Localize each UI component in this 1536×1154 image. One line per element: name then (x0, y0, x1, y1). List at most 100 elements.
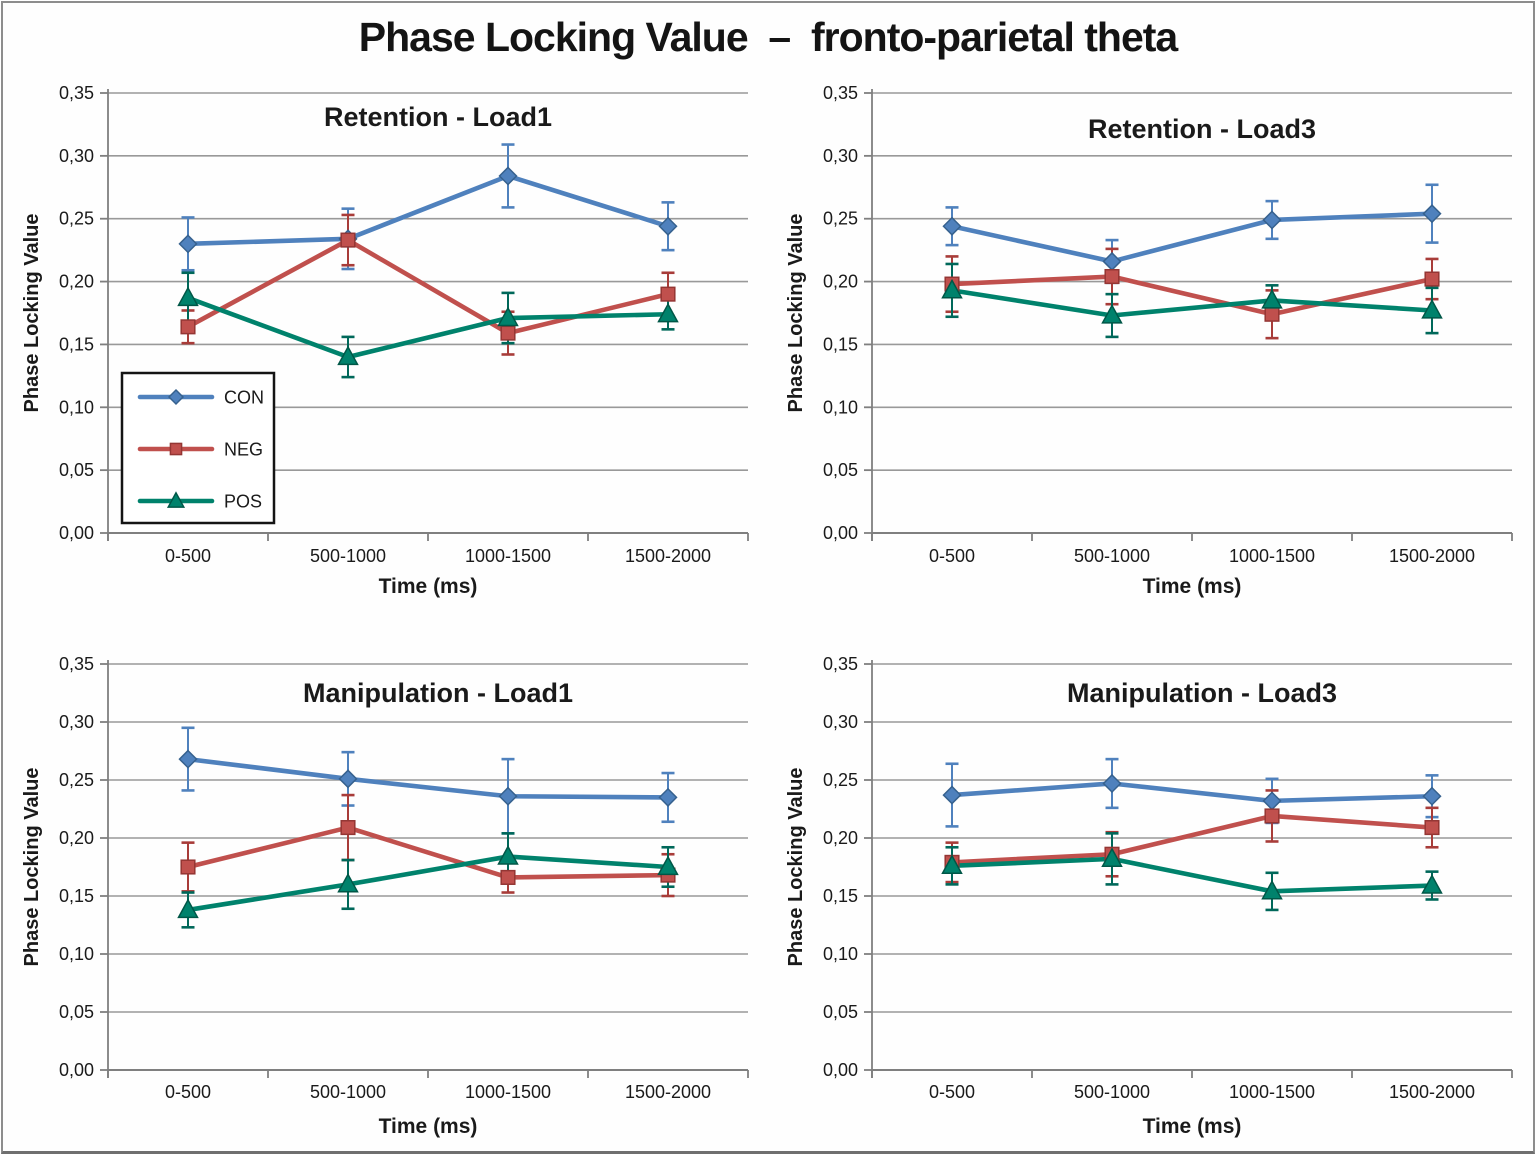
legend-marker-POS (166, 491, 186, 508)
series-markers-NEG (180, 232, 676, 341)
y-tick-label: 0,00 (59, 523, 94, 543)
y-tick-label: 0,05 (59, 460, 94, 480)
series-line-NEG (949, 813, 1435, 865)
marker-square (340, 820, 356, 836)
error-bars-NEG (181, 793, 675, 898)
y-axis-title: Phase Locking Value (21, 768, 43, 967)
marker-diamond (338, 769, 358, 789)
y-tick-label: 0,35 (59, 654, 94, 674)
marker-triangle (657, 302, 679, 323)
marker-diamond (1262, 210, 1282, 230)
x-category-label: 1000-1500 (1229, 1082, 1315, 1102)
marker-triangle (177, 898, 199, 919)
x-axis-title: Time (ms) (379, 575, 478, 598)
y-tick-label: 0,10 (59, 397, 94, 417)
legend-marker-NEG (169, 442, 183, 456)
marker-diamond (498, 166, 518, 186)
chart-grid: 0,00 0,05 0,10 0,15 0,20 0,25 0,30 0,35 (59, 654, 748, 1080)
x-category-label: 1000-1500 (465, 1082, 551, 1102)
chart-retention-load3: 0,00 0,05 0,10 0,15 0,20 0,25 0,30 0,35 0-500 500… (785, 83, 1513, 598)
marker-triangle (1421, 298, 1443, 319)
y-tick-label: 0,25 (823, 209, 858, 229)
marker-square (660, 286, 676, 302)
y-tick-label: 0,05 (823, 1002, 858, 1022)
series-line-POS (185, 854, 671, 913)
chart-retention-load1: 0,00 0,05 0,10 0,15 0,20 0,25 0,30 0,35 0-500 500… (21, 83, 749, 598)
legend-label-NEG: NEG (224, 440, 263, 460)
marker-square (340, 232, 356, 248)
marker-square (180, 859, 196, 875)
x-category-label: 500-1000 (1074, 1082, 1150, 1102)
marker-square (1104, 268, 1120, 285)
chart-manipulation-load3: 0,00 0,05 0,10 0,15 0,20 0,25 0,30 0,35 0-500 500… (785, 654, 1513, 1138)
x-category-label: 1500-2000 (625, 546, 711, 566)
series-line-POS (949, 856, 1435, 894)
marker-diamond (1422, 204, 1442, 224)
y-tick-label: 0,15 (59, 334, 94, 354)
x-category-label: 500-1000 (310, 1082, 386, 1102)
y-tick-label: 0,20 (823, 828, 858, 848)
y-tick-label: 0,15 (59, 886, 94, 906)
chart-grid: 0,00 0,05 0,10 0,15 0,20 0,25 0,30 0,35 (59, 83, 748, 543)
marker-square (1264, 808, 1280, 824)
series-markers-POS (941, 278, 1443, 324)
marker-diamond (658, 787, 678, 807)
y-tick-label: 0,00 (59, 1060, 94, 1080)
y-tick-label: 0,30 (823, 146, 858, 166)
series-markers-POS (177, 845, 679, 919)
panel-title: Retention - Load1 (324, 102, 552, 132)
x-category-label: 0-500 (929, 546, 975, 566)
marker-square (1264, 306, 1280, 322)
marker-diamond (658, 216, 678, 236)
marker-triangle (1101, 303, 1123, 324)
error-bars-CON (945, 183, 1439, 285)
series-markers-CON (942, 204, 1442, 272)
marker-diamond (942, 216, 962, 236)
series-markers-CON (942, 773, 1442, 811)
marker-diamond (178, 749, 198, 769)
y-tick-label: 0,10 (823, 397, 858, 417)
y-axis-title: Phase Locking Value (785, 768, 807, 967)
marker-diamond (1262, 791, 1282, 811)
error-bars-POS (945, 832, 1439, 912)
x-category-label: 1500-2000 (1389, 1082, 1475, 1102)
legend-label-POS: POS (224, 492, 262, 512)
x-category-label: 500-1000 (1074, 546, 1150, 566)
chart-manipulation-load1: 0,00 0,05 0,10 0,15 0,20 0,25 0,30 0,35 0-500 500… (21, 654, 749, 1138)
y-tick-label: 0,00 (823, 1060, 858, 1080)
marker-triangle (941, 854, 963, 874)
series-line-POS (949, 288, 1435, 318)
axes (871, 660, 1513, 1078)
panel-title: Manipulation - Load1 (303, 678, 573, 708)
series-markers-POS (177, 286, 679, 366)
marker-triangle (1261, 879, 1283, 900)
x-category-label: 1500-2000 (1389, 546, 1475, 566)
y-tick-label: 0,30 (59, 146, 94, 166)
chart-grid: 0,00 0,05 0,10 0,15 0,20 0,25 0,30 0,35 (823, 83, 1512, 543)
y-tick-label: 0,35 (823, 83, 858, 103)
axes (107, 89, 749, 541)
marker-triangle (941, 278, 963, 299)
series-markers-POS (941, 847, 1443, 900)
x-category-label: 0-500 (165, 1082, 211, 1102)
series-line-CON (185, 173, 671, 247)
marker-diamond (942, 785, 962, 805)
series-line-CON (949, 781, 1435, 804)
series-markers-CON (178, 749, 678, 807)
marker-triangle (657, 855, 679, 876)
marker-square (500, 869, 516, 885)
marker-diamond (498, 786, 518, 806)
y-tick-label: 0,10 (59, 944, 94, 964)
y-tick-label: 0,15 (823, 886, 858, 906)
marker-diamond (1102, 773, 1122, 794)
x-axis-title: Time (ms) (1143, 1115, 1242, 1138)
y-tick-label: 0,00 (823, 523, 858, 543)
x-category-label: 500-1000 (310, 546, 386, 566)
y-tick-label: 0,05 (59, 1002, 94, 1022)
x-category-label: 1000-1500 (465, 546, 551, 566)
axes (871, 89, 1513, 541)
marker-diamond (178, 234, 198, 254)
marker-square (1424, 271, 1440, 287)
panel-title: Manipulation - Load3 (1067, 678, 1337, 708)
